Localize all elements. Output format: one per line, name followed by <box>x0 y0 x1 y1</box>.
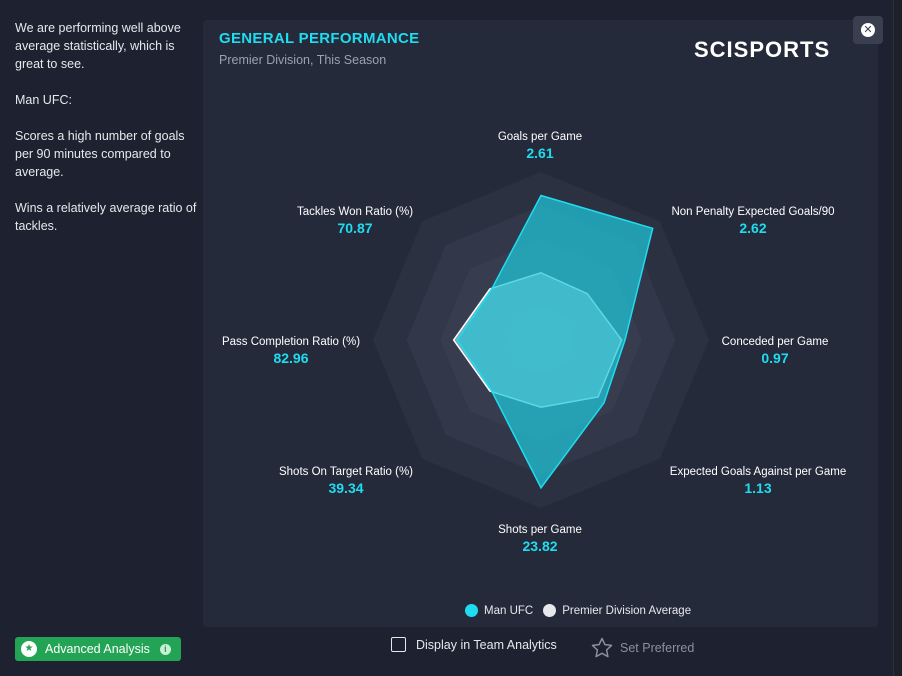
radar-axis-value: 2.61 <box>526 145 554 161</box>
radar-axis-title: Pass Completion Ratio (%) <box>221 336 361 348</box>
legend-item-team: Man UFC <box>465 604 533 617</box>
radar-axis-title: Expected Goals Against per Game <box>669 466 847 478</box>
legend-dot-team <box>465 604 478 617</box>
radar-axis-label: Shots per Game 23.82 <box>498 524 582 554</box>
radar-axis-value: 82.96 <box>273 350 309 366</box>
radar-axis-value: 2.62 <box>739 220 767 236</box>
radar-axis-title: Tackles Won Ratio (%) <box>296 206 414 218</box>
set-preferred-button[interactable]: Set Preferred <box>590 636 694 660</box>
summary-paragraph: Wins a relatively average ratio of tackl… <box>15 201 197 233</box>
radar-axis-value: 23.82 <box>522 538 558 554</box>
analysis-summary: We are performing well above average sta… <box>15 19 200 253</box>
series-team-area <box>456 194 654 490</box>
radar-axis-title: Shots On Target Ratio (%) <box>278 466 414 478</box>
radar-axis-value: 0.97 <box>761 350 789 366</box>
display-in-team-analytics-toggle[interactable]: Display in Team Analytics <box>391 637 557 652</box>
radar-axis-label: Tackles Won Ratio (%) 70.87 <box>297 206 413 236</box>
radar-axis-label: Conceded per Game 0.97 <box>722 336 829 366</box>
legend-label-team: Man UFC <box>484 604 534 617</box>
close-button[interactable]: ✕ <box>853 16 883 44</box>
radar-axis-label: Pass Completion Ratio (%) 82.96 <box>222 336 360 366</box>
legend-dot-average <box>543 604 557 617</box>
radar-axis-value: 70.87 <box>337 220 373 236</box>
star-badge-icon: ★ <box>21 641 37 657</box>
radar-axis-title: Conceded per Game <box>721 336 829 348</box>
legend-label-average: Premier Division Average <box>562 604 692 617</box>
radar-axis-title: Goals per Game <box>497 131 583 143</box>
summary-paragraph: Man UFC: <box>15 93 72 107</box>
set-preferred-label: Set Preferred <box>620 641 695 655</box>
star-outline-icon <box>591 637 613 658</box>
radar-axis-label: Expected Goals Against per Game 1.13 <box>670 466 846 496</box>
legend-item-average: Premier Division Average <box>543 604 691 617</box>
panel-title: GENERAL PERFORMANCE <box>219 30 420 47</box>
info-icon[interactable]: i <box>159 643 171 655</box>
chart-legend: Man UFC Premier Division Average <box>465 604 691 617</box>
summary-paragraph: Scores a high number of goals per 90 min… <box>15 129 185 179</box>
radar-axis-title: Shots per Game <box>498 524 582 536</box>
radar-axis-value: 39.34 <box>328 480 364 496</box>
radar-axis-label: Shots On Target Ratio (%) 39.34 <box>279 466 413 496</box>
summary-paragraph: We are performing well above average sta… <box>15 21 181 71</box>
radar-axis-value: 1.13 <box>744 480 772 496</box>
display-checkbox[interactable] <box>391 637 406 652</box>
close-icon: ✕ <box>861 23 875 37</box>
radar-axis-title: Non Penalty Expected Goals/90 <box>671 206 835 218</box>
brand-logo: SCISPORTS <box>694 37 831 62</box>
display-label: Display in Team Analytics <box>416 637 557 652</box>
advanced-analysis-label: Advanced Analysis <box>45 642 150 656</box>
radar-axis-label: Goals per Game 2.61 <box>498 131 582 161</box>
advanced-analysis-button[interactable]: ★ Advanced Analysis i <box>15 637 181 661</box>
radar-axis-label: Non Penalty Expected Goals/90 2.62 <box>671 206 834 236</box>
panel-subtitle: Premier Division, This Season <box>219 53 387 67</box>
